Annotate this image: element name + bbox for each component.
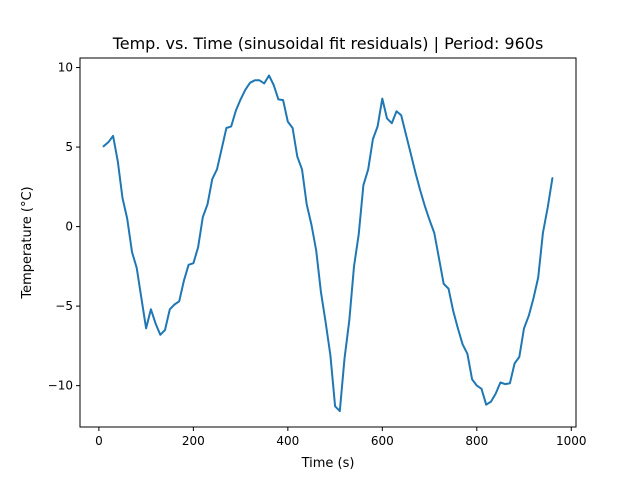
x-tick-label: 600 [371, 434, 394, 448]
series-line [102, 74, 554, 413]
plot-area [102, 74, 554, 413]
axes-frame [79, 57, 577, 428]
y-tick-label: 5 [65, 140, 73, 154]
y-tick-label: −5 [55, 299, 73, 313]
x-tick-label: 0 [95, 434, 103, 448]
x-tick-label: 1000 [556, 434, 587, 448]
x-axis-ticks: 0 200 400 600 800 1000 [95, 427, 587, 448]
x-tick-label: 200 [182, 434, 205, 448]
y-axis-ticks: −10 −5 0 5 10 [48, 61, 80, 393]
x-tick-label: 800 [465, 434, 488, 448]
y-tick-label: 10 [58, 61, 73, 75]
chart-title: Temp. vs. Time (sinusoidal fit residuals… [112, 34, 544, 53]
y-axis-label: Temperature (°C) [20, 186, 35, 299]
y-tick-label: 0 [65, 220, 73, 234]
x-axis-label: Time (s) [301, 456, 355, 471]
y-tick-label: −10 [48, 379, 73, 393]
x-tick-label: 400 [276, 434, 299, 448]
